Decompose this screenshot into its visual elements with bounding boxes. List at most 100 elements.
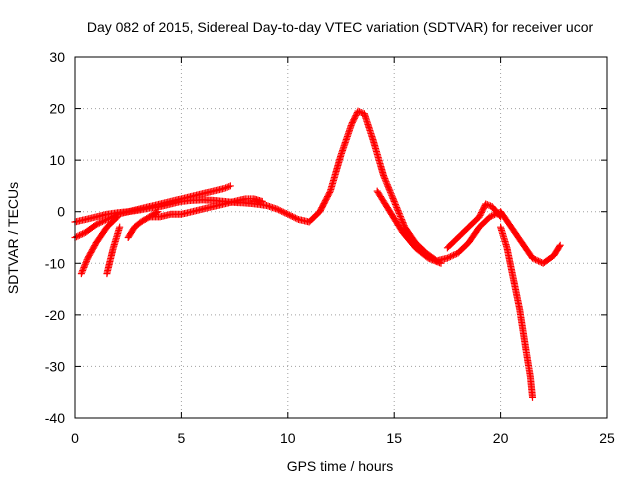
data-point	[78, 268, 86, 276]
data-point	[451, 250, 459, 258]
data-point	[387, 190, 395, 198]
data-point	[220, 185, 228, 193]
y-tick-label: -10	[45, 255, 65, 271]
data-point	[279, 208, 287, 216]
data-point	[81, 262, 89, 270]
data-point	[389, 194, 397, 202]
data-point	[381, 176, 389, 184]
data-point	[383, 181, 391, 189]
data-point	[81, 260, 89, 268]
data-point	[293, 215, 301, 223]
data-point	[397, 214, 405, 222]
data-point	[398, 217, 406, 225]
series-mid-arc	[373, 187, 445, 267]
data-point	[225, 183, 233, 191]
y-tick-label: 0	[57, 204, 65, 220]
data-point	[446, 253, 454, 261]
plot-frame	[74, 56, 608, 419]
data-point	[101, 216, 109, 224]
data-point	[489, 211, 497, 219]
data-point	[288, 213, 296, 221]
data-point	[386, 187, 394, 195]
data-point	[392, 202, 400, 210]
data-point	[395, 210, 403, 218]
data-point	[555, 243, 563, 251]
data-point	[385, 184, 393, 192]
data-point	[487, 212, 495, 220]
data-point	[394, 207, 402, 215]
data-point	[390, 197, 398, 205]
data-point	[437, 259, 445, 267]
data-point	[532, 256, 540, 264]
data-point	[396, 213, 404, 221]
data-point	[496, 212, 504, 220]
y-tick-label: 20	[49, 101, 65, 117]
y-tick-label: -20	[45, 307, 65, 323]
series-early-arc-a	[71, 182, 234, 241]
data-point	[79, 267, 87, 275]
x-axis-label: GPS time / hours	[287, 458, 394, 474]
data-point	[79, 230, 87, 238]
data-point	[287, 212, 295, 220]
data-point	[385, 185, 393, 193]
data-point	[556, 241, 564, 249]
data-point	[530, 255, 538, 263]
data-point	[95, 219, 103, 227]
data-point	[395, 208, 403, 216]
data-point	[97, 218, 105, 226]
series-early-arc-e	[145, 195, 266, 221]
data-point	[77, 270, 85, 278]
y-tick-labels: -40 -30 -20 -10 0 10 20 30	[45, 49, 65, 426]
data-point	[529, 254, 537, 262]
data-point	[448, 252, 456, 260]
data-point	[383, 179, 391, 187]
data-point	[82, 257, 90, 265]
y-tick-label: 10	[49, 152, 65, 168]
y-tick-label: -30	[45, 358, 65, 374]
data-point	[529, 393, 537, 401]
x-tick-label: 10	[280, 430, 296, 446]
data-point	[357, 108, 365, 116]
data-point	[400, 220, 408, 228]
data-point	[282, 210, 290, 218]
data-point	[112, 214, 120, 222]
grid-layer	[75, 57, 607, 418]
data-point	[281, 209, 289, 217]
data-point	[449, 251, 457, 259]
x-tick-label: 25	[599, 430, 615, 446]
data-point	[356, 108, 364, 116]
data-point	[275, 206, 283, 214]
x-tick-label: 15	[386, 430, 402, 446]
data-point	[483, 201, 491, 209]
data-point	[398, 216, 406, 224]
series-late-dive	[497, 223, 537, 401]
data-point	[382, 178, 390, 186]
data-point	[104, 215, 112, 223]
data-point	[94, 220, 102, 228]
data-point	[92, 221, 100, 229]
series-early-arc-c	[103, 223, 124, 278]
data-point	[380, 172, 388, 180]
data-point	[154, 208, 162, 216]
data-point	[223, 183, 231, 191]
data-point	[285, 211, 293, 219]
data-point	[83, 256, 91, 264]
data-point	[77, 231, 85, 239]
data-point	[273, 205, 281, 213]
series-early-arc-b	[77, 213, 122, 278]
data-point	[443, 254, 451, 262]
data-point	[103, 215, 111, 223]
data-point	[393, 205, 401, 213]
series-afternoon-arc	[443, 200, 505, 252]
data-point	[291, 214, 299, 222]
data-point	[445, 253, 453, 261]
data-point	[226, 182, 234, 190]
x-tick-labels: 0 5 10 15 20 25	[71, 430, 615, 446]
data-point	[74, 232, 82, 240]
data-point	[278, 207, 286, 215]
y-tick-label: 30	[49, 49, 65, 65]
data-point	[396, 211, 404, 219]
data-point	[276, 207, 284, 215]
